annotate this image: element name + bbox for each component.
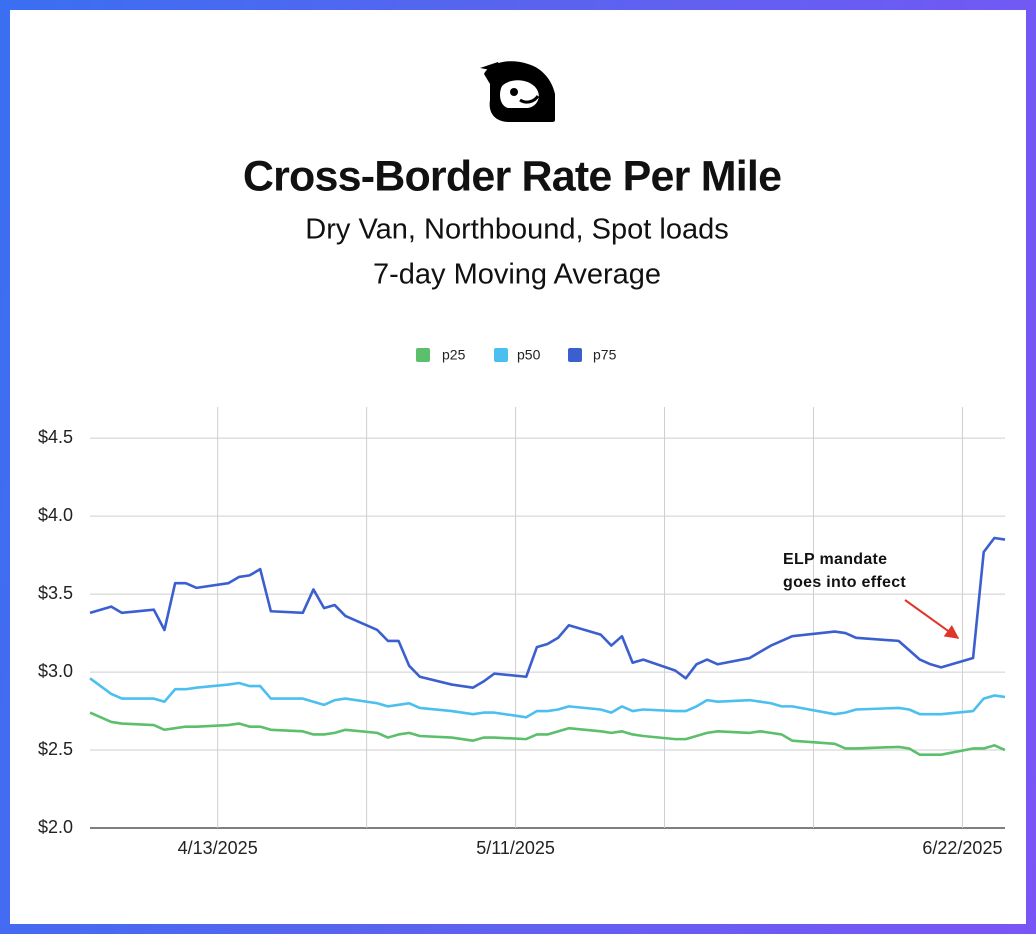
legend-swatch xyxy=(494,348,508,362)
annotation-arrow xyxy=(904,599,960,639)
card xyxy=(10,10,1026,924)
y-tick-label: $4.0 xyxy=(38,505,73,525)
series-line xyxy=(89,677,1006,719)
logo xyxy=(480,61,555,122)
y-tick-label: $4.5 xyxy=(38,427,73,447)
legend-label: p25 xyxy=(442,347,466,363)
legend-swatch xyxy=(568,348,582,362)
y-tick-label: $2.5 xyxy=(38,739,73,759)
annotation: ELP mandate xyxy=(783,551,887,568)
chart-subtitle: Dry Van, Northbound, Spot loads xyxy=(305,214,728,246)
series-line xyxy=(89,711,1006,757)
legend-label: p50 xyxy=(517,347,541,363)
x-tick-label: 4/13/2025 xyxy=(178,838,258,858)
chart-subtitle: 7-day Moving Average xyxy=(373,259,661,291)
y-tick-label: $2.0 xyxy=(38,817,73,837)
x-tick-label: 5/11/2025 xyxy=(476,838,555,858)
legend-label: p75 xyxy=(593,347,617,363)
y-tick-label: $3.0 xyxy=(38,661,73,681)
legend-swatch xyxy=(416,348,430,362)
annotation: goes into effect xyxy=(783,574,906,591)
chart-title: Cross-Border Rate Per Mile xyxy=(243,152,781,200)
y-tick-label: $3.5 xyxy=(38,583,73,603)
x-tick-label: 6/22/2025 xyxy=(922,838,1002,858)
series-line xyxy=(89,536,1006,689)
